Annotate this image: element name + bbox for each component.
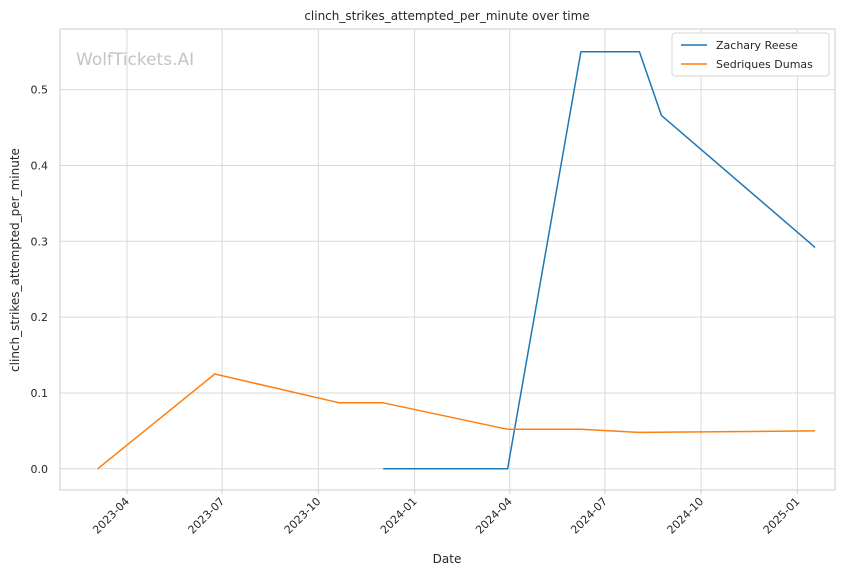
x-tick-label: 2023-10	[282, 495, 324, 537]
x-axis-label: Date	[433, 552, 462, 566]
y-tick-label: 0.4	[31, 159, 49, 172]
legend: Zachary Reese Sedriques Dumas	[671, 32, 830, 77]
chart-title: clinch_strikes_attempted_per_minute over…	[304, 9, 589, 23]
x-tick-label: 2024-07	[568, 495, 610, 537]
y-tick-label: 0.0	[31, 463, 49, 476]
y-axis-label: clinch_strikes_attempted_per_minute	[8, 148, 22, 372]
series-line-zachary-reese	[383, 50, 816, 470]
legend-label-sedriques-dumas: Sedriques Dumas	[716, 58, 813, 71]
x-tick-label: 2025-01	[761, 495, 803, 537]
y-tick-label: 0.5	[31, 84, 49, 97]
x-tick-label: 2024-10	[665, 495, 707, 537]
legend-label-zachary-reese: Zachary Reese	[716, 39, 798, 52]
legend-box	[671, 32, 830, 77]
watermark: WolfTickets.AI	[76, 50, 194, 70]
x-tick-label: 2023-04	[90, 495, 132, 537]
x-tick-label: 2024-01	[378, 495, 420, 537]
gridlines	[60, 29, 835, 490]
x-tick-label: 2023-07	[186, 495, 228, 537]
series-line-sedriques-dumas	[97, 373, 816, 470]
plot-area	[59, 28, 836, 491]
x-axis-ticks: 2023-04 2023-07 2023-10 2024-01 2024-04 2024-…	[90, 490, 802, 537]
y-tick-label: 0.3	[31, 235, 49, 248]
series-lines	[97, 50, 816, 470]
y-tick-label: 0.2	[31, 311, 49, 324]
y-axis-ticks: 0.0 0.1 0.2 0.3 0.4 0.5	[31, 84, 49, 476]
x-tick-label: 2024-04	[473, 495, 515, 537]
y-tick-label: 0.1	[31, 387, 49, 400]
